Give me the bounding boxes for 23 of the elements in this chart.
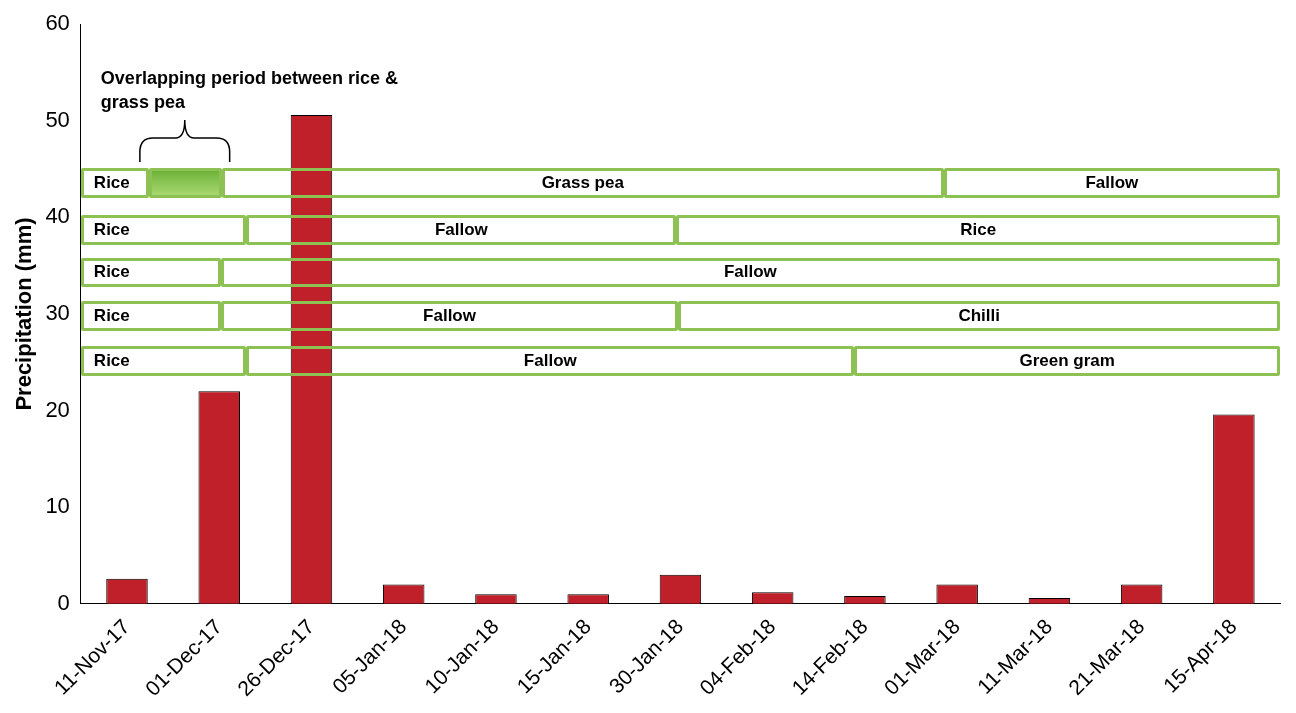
y-tick-label: 30: [45, 300, 70, 326]
y-axis-title: Precipitation (mm): [11, 217, 37, 411]
y-tick-label: 0: [57, 589, 70, 615]
crop-box: Fallow: [246, 215, 677, 245]
y-tick-label: 10: [45, 493, 70, 519]
annotation: Overlapping period between rice & grass pea: [100, 67, 399, 114]
crop-box: Grass pea: [221, 167, 944, 198]
crop-box: Green gram: [854, 346, 1280, 377]
crop-box: Rice: [80, 346, 247, 377]
crop-box: Chilli: [678, 300, 1280, 331]
crop-box: Fallow: [246, 346, 855, 377]
crop-box: Rice: [80, 167, 149, 198]
crop-box: Fallow: [220, 300, 679, 331]
crop-box: Rice: [676, 215, 1280, 245]
y-tick-label: 40: [45, 203, 70, 229]
crop-box: Rice: [80, 300, 221, 331]
crop-box: Rice: [80, 215, 247, 245]
crop-box: Fallow: [943, 167, 1280, 198]
y-tick-label: 50: [45, 106, 70, 132]
crop-box: Fallow: [220, 257, 1280, 288]
y-tick-label: 20: [45, 396, 70, 422]
crop-box: Rice: [80, 257, 221, 288]
y-tick-label: 60: [45, 10, 70, 36]
